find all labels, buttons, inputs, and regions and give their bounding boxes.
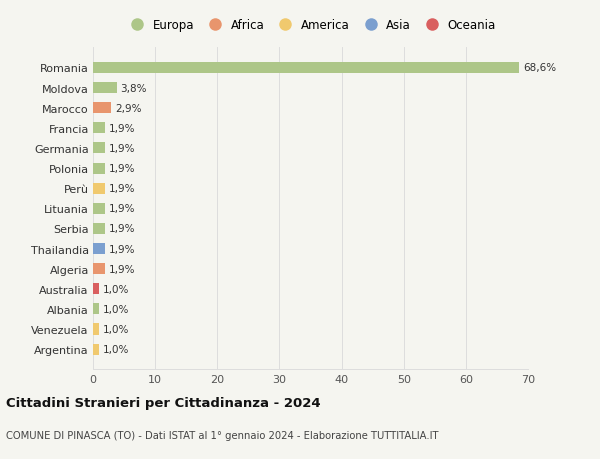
Bar bbox=[93, 344, 99, 355]
Bar bbox=[93, 123, 105, 134]
Text: 68,6%: 68,6% bbox=[523, 63, 556, 73]
Bar bbox=[93, 163, 105, 174]
Text: 1,9%: 1,9% bbox=[109, 184, 135, 194]
Text: 1,0%: 1,0% bbox=[103, 344, 130, 354]
Text: 1,9%: 1,9% bbox=[109, 164, 135, 174]
Text: 1,0%: 1,0% bbox=[103, 325, 130, 334]
Bar bbox=[93, 143, 105, 154]
Bar bbox=[93, 324, 99, 335]
Text: 1,9%: 1,9% bbox=[109, 244, 135, 254]
Bar bbox=[93, 224, 105, 235]
Text: COMUNE DI PINASCA (TO) - Dati ISTAT al 1° gennaio 2024 - Elaborazione TUTTITALIA: COMUNE DI PINASCA (TO) - Dati ISTAT al 1… bbox=[6, 431, 439, 440]
Bar bbox=[93, 83, 116, 94]
Bar bbox=[93, 263, 105, 274]
Text: 3,8%: 3,8% bbox=[121, 84, 147, 93]
Bar bbox=[93, 304, 99, 315]
Text: 1,9%: 1,9% bbox=[109, 204, 135, 214]
Bar bbox=[93, 203, 105, 214]
Bar bbox=[93, 63, 519, 74]
Text: 1,0%: 1,0% bbox=[103, 284, 130, 294]
Text: Cittadini Stranieri per Cittadinanza - 2024: Cittadini Stranieri per Cittadinanza - 2… bbox=[6, 396, 320, 409]
Text: 1,0%: 1,0% bbox=[103, 304, 130, 314]
Text: 2,9%: 2,9% bbox=[115, 103, 141, 113]
Text: 1,9%: 1,9% bbox=[109, 144, 135, 154]
Text: 1,9%: 1,9% bbox=[109, 224, 135, 234]
Bar bbox=[93, 103, 111, 114]
Text: 1,9%: 1,9% bbox=[109, 264, 135, 274]
Bar bbox=[93, 284, 99, 295]
Legend: Europa, Africa, America, Asia, Oceania: Europa, Africa, America, Asia, Oceania bbox=[125, 19, 496, 32]
Bar bbox=[93, 243, 105, 255]
Text: 1,9%: 1,9% bbox=[109, 123, 135, 134]
Bar bbox=[93, 183, 105, 194]
